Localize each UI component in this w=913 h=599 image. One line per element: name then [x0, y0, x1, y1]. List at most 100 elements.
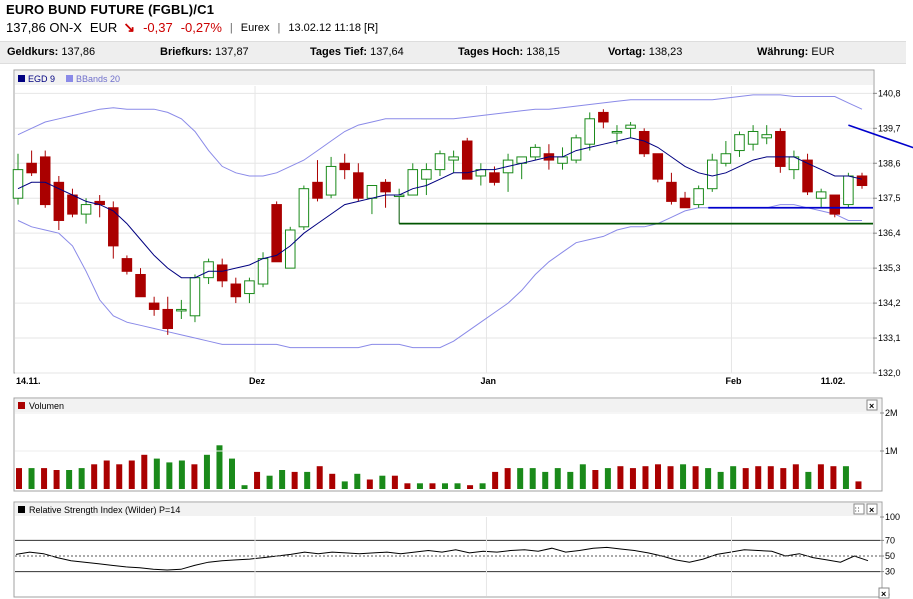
currency: EUR — [89, 20, 118, 35]
candle-body — [802, 159, 813, 193]
volume-bar — [504, 468, 511, 489]
volume-bar — [91, 464, 98, 489]
candle-body — [380, 181, 391, 193]
rsi-legend-bar — [15, 503, 881, 516]
volume-bar — [241, 485, 248, 489]
volume-bar — [166, 462, 173, 489]
candle-body — [39, 156, 51, 206]
last-price: 137,86 ON-X — [6, 20, 82, 35]
quote-day-high: Tages Hoch: 138,15 — [458, 46, 560, 58]
volume-bar — [279, 470, 286, 489]
candle-body — [843, 175, 854, 206]
volume-bar — [692, 466, 699, 489]
volume-legend-bar — [15, 399, 881, 412]
candle-body — [775, 130, 786, 167]
volume-bar — [341, 481, 348, 489]
volume-bar — [216, 445, 223, 489]
bbands-legend-swatch — [66, 75, 73, 82]
y-tick-label: 132,0 — [878, 368, 901, 378]
candle-body — [448, 156, 459, 161]
egd9-line — [17, 137, 863, 279]
volume-bar — [742, 468, 749, 489]
candle-body — [216, 264, 228, 282]
volume-bar — [517, 468, 524, 489]
bollinger-bands — [17, 94, 863, 349]
volume-bar — [78, 468, 85, 489]
y-tick-label: 100 — [885, 512, 900, 522]
candle-body — [325, 165, 337, 196]
volume-bar — [805, 471, 812, 489]
volume-bar — [604, 468, 611, 489]
egd-legend-swatch — [18, 75, 25, 82]
price-x-axis: 14.11. Dez Jan Feb 11.02. — [16, 376, 845, 386]
volume-bar — [479, 483, 486, 489]
x-tick-label: 14.11. — [16, 376, 41, 386]
y-tick-label: 30 — [885, 567, 895, 577]
volume-bar — [792, 464, 799, 489]
volume-bar — [454, 483, 461, 489]
maximize-icon[interactable]: ∷ — [853, 503, 865, 515]
candle-body — [189, 277, 201, 317]
quote-ask: Briefkurs: 137,87 — [160, 46, 249, 58]
volume-bar — [780, 468, 787, 489]
candle-body — [298, 188, 310, 228]
change-abs: -0,37 — [143, 20, 173, 35]
egd-line — [17, 137, 863, 279]
candle-body — [121, 258, 133, 272]
svg-text:×: × — [869, 505, 874, 515]
candle-body — [611, 130, 623, 134]
candle-body — [625, 124, 636, 129]
rsi-legend-label: Relative Strength Index (Wilder) P=14 — [29, 505, 180, 515]
price-y-axis: 140,8 139,7 138,6 137,5 136,4 135,3 134,2 133,1… — [873, 88, 901, 378]
volume-bar — [817, 464, 824, 489]
candle-body — [570, 137, 582, 161]
price-legend-bar — [15, 71, 873, 85]
divider: | — [229, 21, 233, 34]
candle-body — [666, 181, 677, 202]
candle-body — [230, 283, 242, 298]
volume-bar — [755, 466, 762, 489]
y-tick-label: 140,8 — [878, 88, 901, 98]
y-tick-label: 135,3 — [878, 263, 901, 273]
candle-body — [12, 169, 24, 199]
volume-bar — [316, 466, 323, 489]
trendline — [848, 124, 913, 149]
close-icon[interactable]: × — [878, 587, 890, 599]
x-tick-label: Feb — [725, 376, 742, 386]
volume-bar — [529, 468, 536, 489]
candle-body — [530, 146, 541, 158]
rsi-path — [15, 546, 869, 571]
volume-bar — [680, 464, 687, 489]
volume-bar — [16, 468, 22, 489]
close-icon[interactable]: × — [866, 399, 878, 411]
candle-body — [815, 191, 827, 199]
page-title: EURO BUND FUTURE (FGBL)/C1 — [6, 2, 215, 17]
exchange: Eurex — [240, 21, 270, 34]
bbands-legend-label: BBands 20 — [76, 74, 120, 84]
quote-bar: Geldkurs: 137,86 Briefkurs: 137,87 Tages… — [0, 41, 906, 64]
volume-bar — [467, 485, 474, 489]
volume-bar — [629, 468, 636, 489]
candle-body — [203, 261, 214, 279]
volume-bar — [329, 473, 336, 489]
quote-day-low: Tages Tief: 137,64 — [310, 46, 404, 58]
volume-bar — [128, 460, 135, 489]
volume-bar — [191, 464, 198, 489]
quote-row: 137,86 ON-X EUR ↘ -0,37 -0,27% | Eurex |… — [6, 19, 378, 36]
candle-body — [284, 229, 296, 269]
close-icon[interactable]: × — [866, 503, 878, 515]
candle-body — [53, 181, 65, 221]
volume-bar — [103, 460, 110, 489]
y-tick-label: 133,1 — [878, 333, 901, 343]
candle-body — [162, 308, 174, 330]
candle-body — [353, 172, 364, 199]
candle-body — [312, 181, 323, 199]
volume-bar — [291, 471, 298, 489]
x-tick-label: 11.02. — [821, 376, 846, 386]
volume-bar — [304, 471, 311, 489]
volume-bar — [153, 458, 160, 489]
candle-body — [720, 153, 732, 164]
volume-bar — [442, 483, 448, 489]
candle-body — [339, 162, 350, 171]
